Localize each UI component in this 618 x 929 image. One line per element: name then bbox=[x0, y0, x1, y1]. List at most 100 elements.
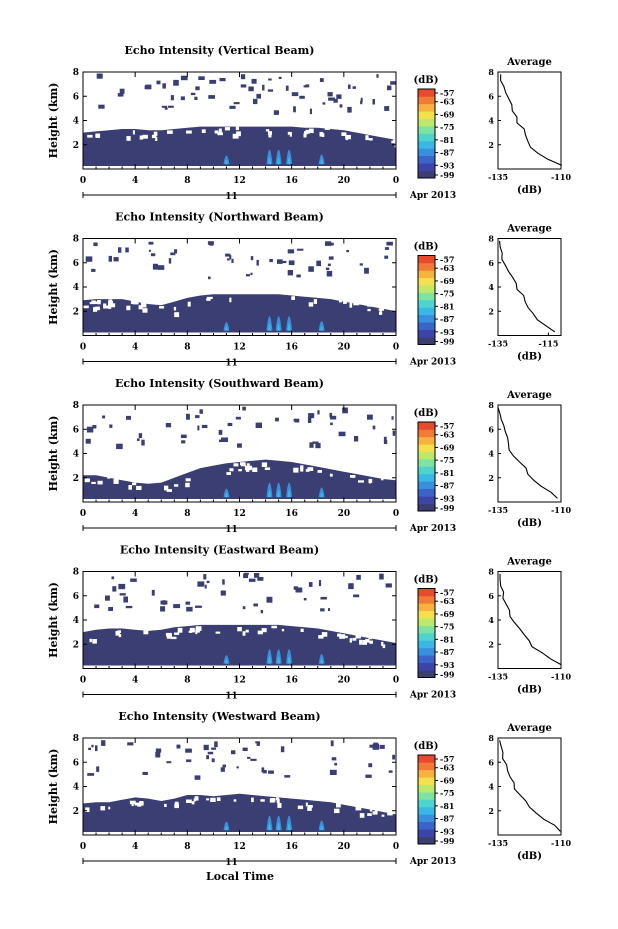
x-tick-label: 16 bbox=[285, 676, 298, 686]
echo-cell bbox=[328, 256, 334, 260]
echo-cell bbox=[117, 93, 124, 97]
echo-cell bbox=[253, 603, 258, 607]
colorbar-segment bbox=[418, 784, 435, 793]
echo-gap bbox=[352, 637, 357, 641]
echo-gap bbox=[164, 485, 169, 491]
colorbar-tick-label: -93 bbox=[440, 660, 455, 670]
colorbar-segment bbox=[418, 481, 435, 490]
echo-gap bbox=[297, 805, 304, 810]
colorbar-segment bbox=[418, 140, 435, 149]
echo-gap bbox=[305, 802, 308, 807]
echo-cell bbox=[320, 596, 327, 600]
colorbar-tick-label: -93 bbox=[440, 826, 455, 836]
y-axis-label: Height (km) bbox=[47, 749, 60, 825]
echo-cell bbox=[186, 413, 190, 420]
echo-gap bbox=[174, 803, 179, 809]
x-tick-label: 0 bbox=[393, 176, 399, 186]
echo-gap bbox=[289, 132, 292, 137]
echo-cell bbox=[242, 606, 246, 610]
echo-gap bbox=[281, 628, 285, 632]
echo-gap bbox=[174, 632, 180, 635]
colorbar-segment bbox=[418, 444, 435, 452]
echo-gap bbox=[126, 136, 131, 141]
colorbar-tick-label: -63 bbox=[440, 97, 455, 107]
y-axis-label: Height (km) bbox=[47, 582, 60, 658]
x-tick-label: 8 bbox=[184, 676, 190, 686]
echo-cell bbox=[221, 437, 228, 442]
colorbar-tick-label: -57 bbox=[440, 588, 454, 598]
echo-gap bbox=[305, 129, 310, 134]
echo-gap bbox=[235, 126, 239, 131]
echo-gap bbox=[381, 641, 384, 646]
echo-gap bbox=[195, 629, 200, 633]
echo-cell bbox=[322, 102, 326, 105]
echo-gap bbox=[300, 465, 304, 470]
colorbar-segment bbox=[418, 792, 435, 800]
echo-gap bbox=[308, 302, 314, 307]
echo-gap bbox=[355, 634, 361, 639]
echo-cell bbox=[293, 106, 296, 113]
average-title: Average bbox=[506, 57, 552, 68]
echo-gap bbox=[365, 638, 370, 643]
echo-cell bbox=[109, 424, 113, 428]
echo-cell bbox=[176, 744, 181, 749]
echo-gap bbox=[381, 476, 384, 481]
echo-gap bbox=[261, 628, 267, 633]
echo-cell bbox=[268, 770, 274, 774]
echo-gap bbox=[378, 308, 384, 311]
echo-cell bbox=[116, 443, 123, 450]
echo-cell bbox=[236, 766, 239, 769]
colorbar-segment bbox=[418, 89, 435, 97]
day-label: 11 bbox=[225, 692, 238, 702]
echo-gap bbox=[111, 303, 116, 308]
echo-gap bbox=[232, 133, 239, 139]
echo-cell bbox=[161, 105, 168, 108]
echo-cell bbox=[383, 440, 388, 444]
echo-cell bbox=[278, 76, 282, 79]
echo-gap bbox=[139, 135, 144, 140]
average-y-tick-label: 4 bbox=[488, 449, 494, 459]
colorbar-tick-label: -93 bbox=[440, 327, 455, 337]
colorbar-frame bbox=[417, 754, 436, 845]
echo-gap bbox=[379, 310, 382, 313]
echo-gap bbox=[252, 467, 258, 472]
echo-cell bbox=[119, 593, 126, 596]
echo-cell bbox=[318, 580, 322, 587]
echo-cell bbox=[93, 242, 98, 247]
average-y-tick-label: 6 bbox=[488, 258, 494, 268]
echo-gap bbox=[394, 143, 396, 148]
echo-cell bbox=[384, 255, 389, 259]
echo-cell bbox=[360, 97, 363, 103]
echo-cell bbox=[329, 412, 333, 418]
echo-cell bbox=[92, 425, 97, 429]
echo-cell bbox=[85, 438, 91, 444]
y-tick-label: 4 bbox=[73, 450, 79, 460]
echo-cell bbox=[195, 605, 202, 608]
echo-cell bbox=[242, 406, 246, 411]
average-y-tick-label: 6 bbox=[488, 757, 494, 767]
echo-cell bbox=[330, 422, 333, 426]
echo-cell bbox=[250, 272, 253, 276]
y-tick-label: 2 bbox=[73, 307, 79, 317]
echo-gap bbox=[118, 634, 122, 638]
echo-gap bbox=[126, 305, 131, 311]
date-label: Apr 2013 bbox=[409, 191, 456, 201]
echo-cell bbox=[331, 757, 337, 761]
echo-cell bbox=[94, 604, 100, 609]
echo-gap bbox=[100, 806, 106, 811]
echo-gap bbox=[341, 132, 347, 136]
echo-cell bbox=[235, 416, 241, 420]
echo-cell bbox=[138, 433, 143, 438]
echo-cell bbox=[227, 258, 230, 261]
date-label: Apr 2013 bbox=[409, 524, 456, 534]
echo-gap bbox=[133, 299, 139, 305]
echo-gap bbox=[265, 129, 270, 132]
echo-cell bbox=[112, 586, 117, 592]
average-y-tick-label: 6 bbox=[488, 591, 494, 601]
echo-cell bbox=[387, 85, 392, 91]
day-label: 11 bbox=[225, 858, 238, 868]
colorbar-segment bbox=[418, 633, 435, 641]
echo-gap bbox=[276, 797, 279, 801]
average-frame bbox=[497, 571, 562, 669]
colorbar-unit: (dB) bbox=[414, 242, 439, 253]
